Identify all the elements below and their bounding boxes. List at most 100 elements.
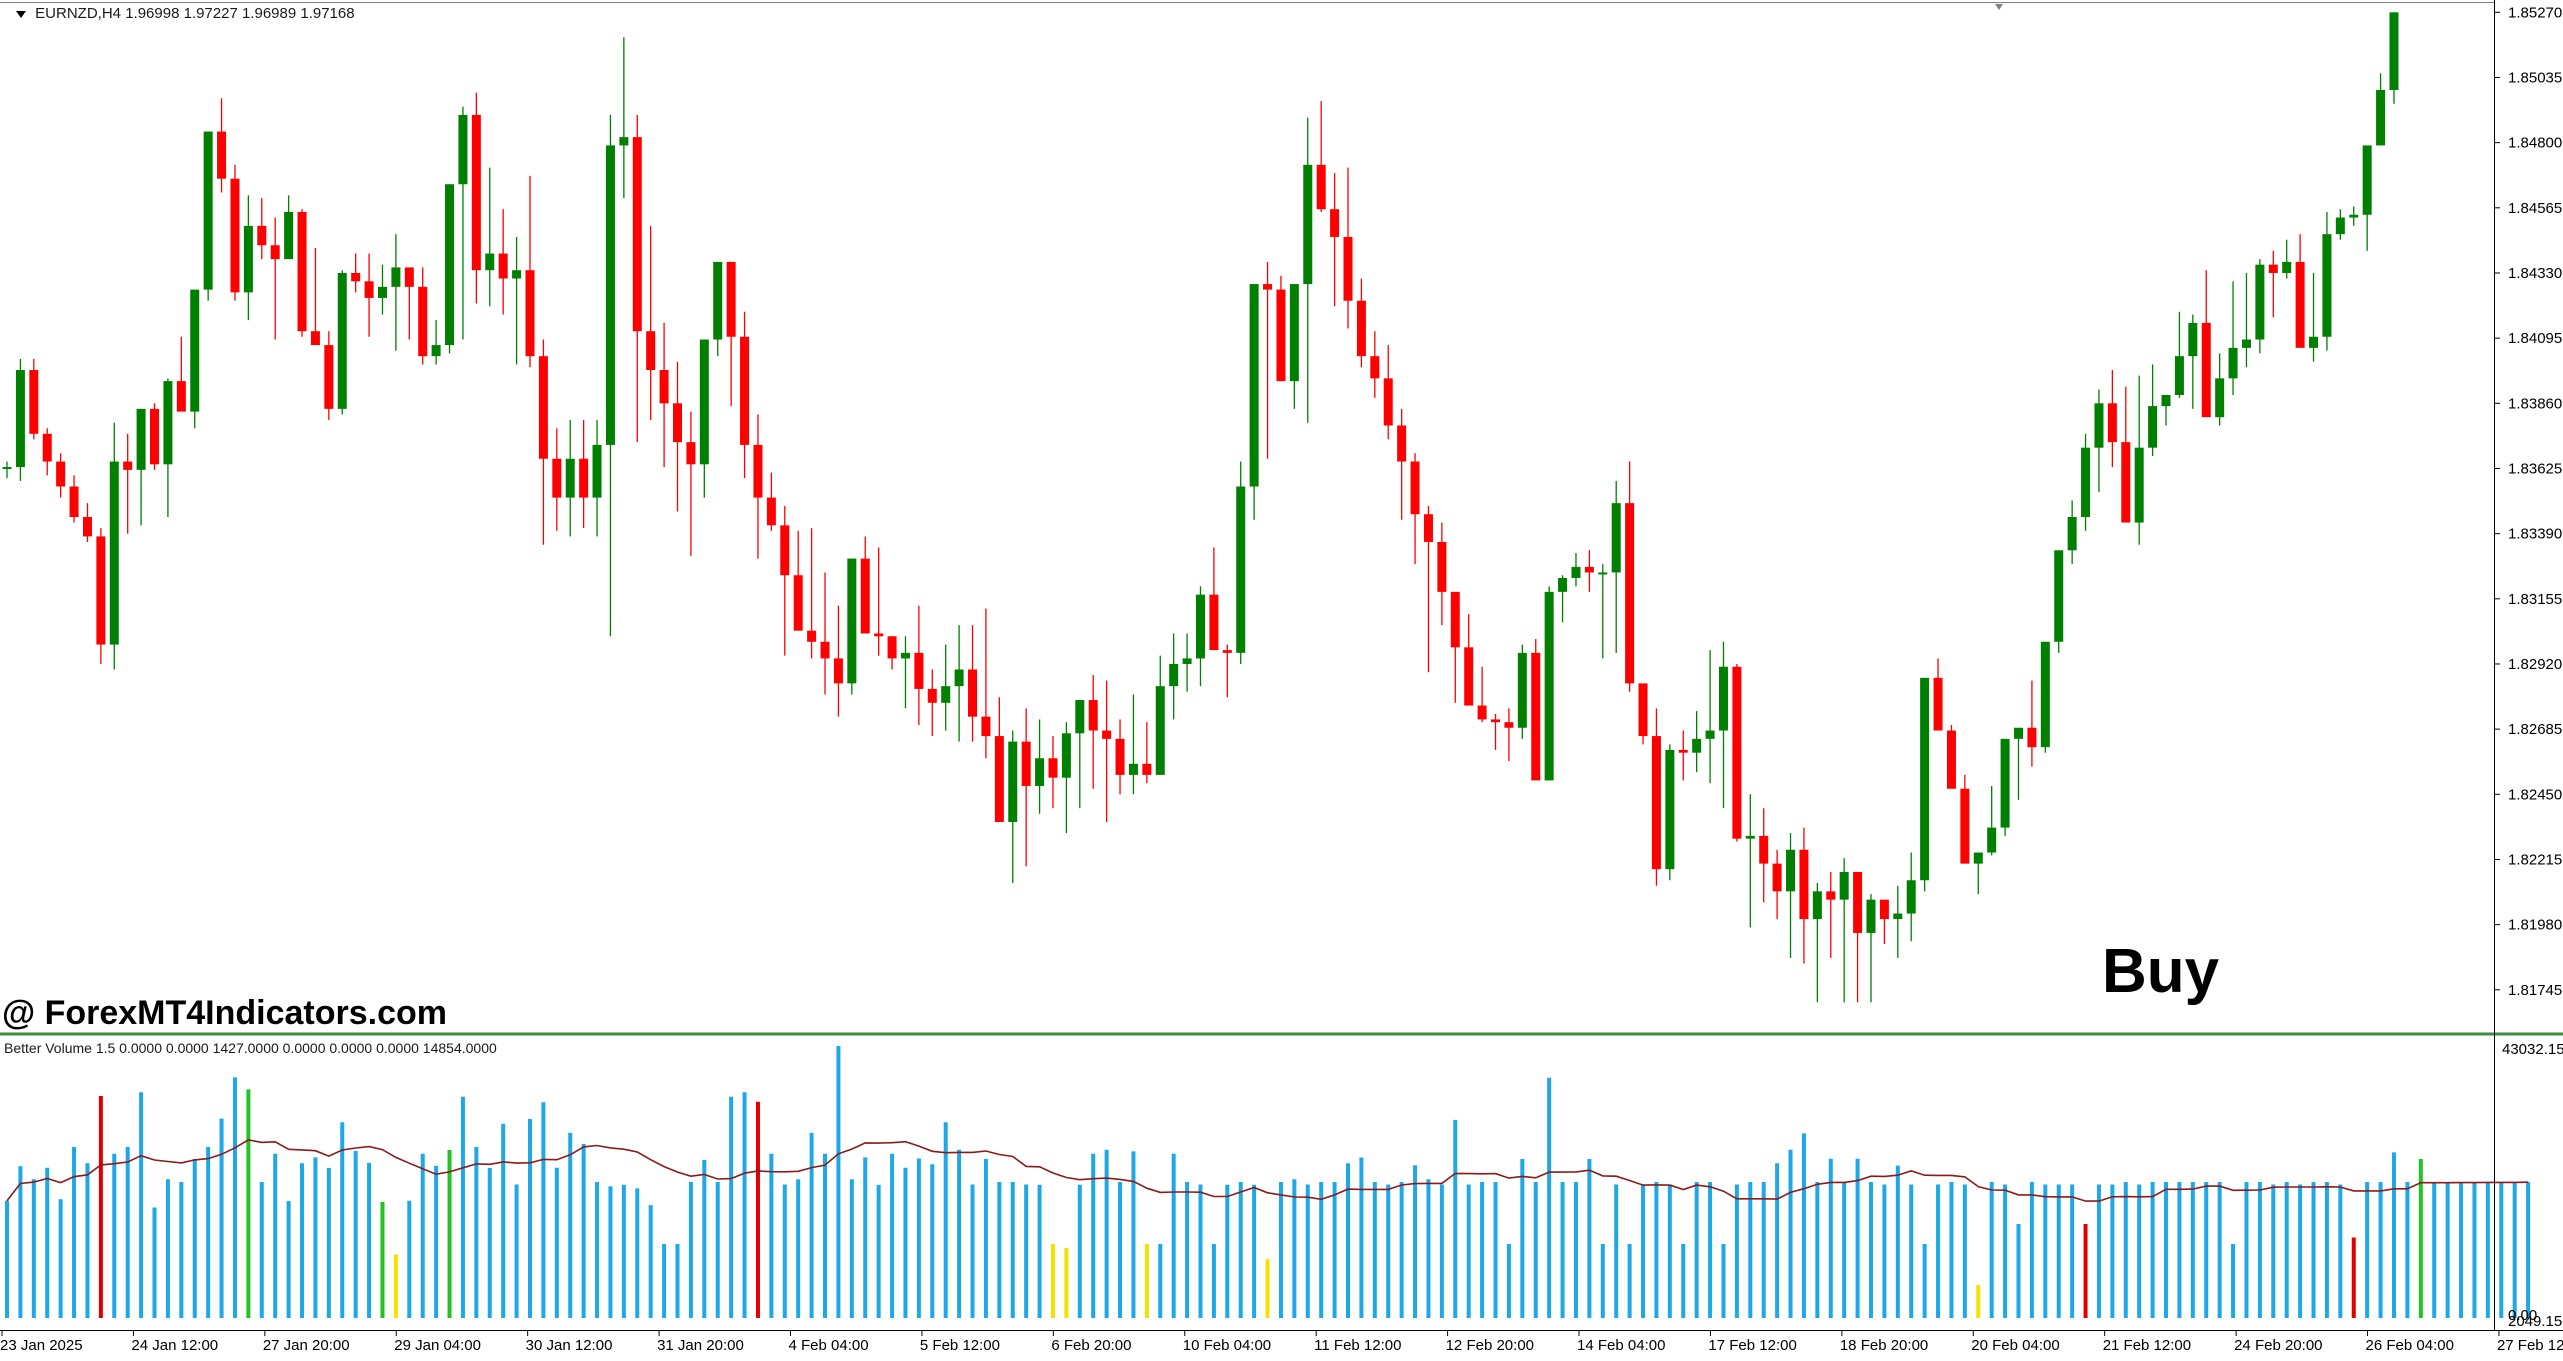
candle-body xyxy=(2148,406,2158,448)
candle-body xyxy=(2107,403,2117,443)
candle-body xyxy=(2134,447,2144,523)
candle-body xyxy=(619,137,629,146)
candle-body xyxy=(1222,650,1232,653)
candle xyxy=(1960,774,1970,864)
candle xyxy=(900,636,910,709)
date-tick-label: 24 Jan 12:00 xyxy=(131,1337,218,1354)
date-tick-label: 24 Feb 20:00 xyxy=(2234,1337,2322,1354)
candle-body xyxy=(1625,503,1635,684)
candle-body xyxy=(820,641,830,659)
candle-body xyxy=(1383,378,1393,426)
candle xyxy=(404,267,414,340)
candle-body xyxy=(2389,12,2399,90)
candle-body xyxy=(1155,686,1165,775)
candle-body xyxy=(740,336,750,445)
candle-body xyxy=(190,289,200,412)
candle xyxy=(1048,736,1058,809)
candle-body xyxy=(1035,758,1045,786)
candle xyxy=(659,322,669,468)
candle xyxy=(565,419,575,537)
candle xyxy=(874,547,884,656)
candle-body xyxy=(498,253,508,279)
candle-body xyxy=(860,558,870,634)
candle xyxy=(56,453,66,498)
candle xyxy=(2268,250,2278,318)
candle xyxy=(1638,683,1648,745)
candle xyxy=(927,669,937,737)
candle-body xyxy=(1263,284,1273,290)
candle xyxy=(217,98,227,193)
candle-body xyxy=(310,331,320,346)
candle xyxy=(2027,680,2037,767)
volume-scale-top: 43032.15 xyxy=(2502,1041,2563,1058)
candle xyxy=(941,644,951,731)
candle-body xyxy=(96,536,106,645)
candle xyxy=(136,408,146,526)
candle xyxy=(297,209,307,337)
candle-body xyxy=(1048,758,1058,778)
candle xyxy=(981,608,991,759)
candle xyxy=(2282,239,2292,279)
candle xyxy=(673,361,682,512)
candle-body xyxy=(713,261,723,340)
candle-body xyxy=(1799,849,1809,920)
candle-body xyxy=(538,356,548,459)
candle-body xyxy=(552,458,562,498)
candle xyxy=(1906,852,1916,942)
candle-body xyxy=(2161,394,2171,407)
candle xyxy=(833,605,843,717)
price-pane[interactable] xyxy=(2,12,2399,1003)
candle-body xyxy=(217,131,227,179)
candle xyxy=(793,530,803,631)
candle-body xyxy=(1343,236,1353,301)
candle-body xyxy=(2040,641,2050,748)
candle xyxy=(1142,722,1152,784)
candle-body xyxy=(136,408,146,470)
candle xyxy=(1437,522,1447,626)
date-tick-label: 4 Feb 04:00 xyxy=(789,1337,869,1354)
candle xyxy=(190,289,200,429)
candle xyxy=(1732,663,1742,842)
price-tick-label: 1.83155 xyxy=(2508,591,2562,608)
candle xyxy=(2161,394,2171,426)
candle xyxy=(1705,650,1715,784)
candle xyxy=(2309,272,2319,362)
candle-body xyxy=(1705,730,1715,739)
candle xyxy=(847,558,857,695)
candle-body xyxy=(1142,763,1152,775)
candle-body xyxy=(900,652,910,659)
candle xyxy=(914,605,924,725)
candle-body xyxy=(2000,738,2010,828)
candle xyxy=(2040,641,2050,753)
candle-body xyxy=(29,370,39,434)
volume-pane[interactable] xyxy=(5,1046,2531,1318)
date-tick-label: 10 Feb 04:00 xyxy=(1183,1337,1271,1354)
candle xyxy=(646,225,656,420)
candle xyxy=(310,248,320,346)
candle-body xyxy=(887,636,897,659)
candle-body xyxy=(954,669,964,687)
candle-body xyxy=(981,716,991,737)
candle xyxy=(1209,547,1219,651)
collapse-triangle-icon[interactable] xyxy=(16,10,26,18)
candle-body xyxy=(1504,722,1514,728)
candle xyxy=(1450,591,1460,703)
candle-body xyxy=(807,630,817,642)
candle-body xyxy=(2295,261,2305,348)
candle xyxy=(1571,553,1581,587)
candle xyxy=(2014,727,2023,800)
candle-body xyxy=(176,381,186,412)
candle xyxy=(1236,461,1246,664)
price-tick-label: 1.84330 xyxy=(2508,265,2562,282)
candle xyxy=(351,253,361,293)
candle-body xyxy=(1115,738,1125,775)
candle xyxy=(1477,666,1487,723)
candle xyxy=(552,428,562,531)
candle xyxy=(525,175,535,368)
candle xyxy=(2094,389,2104,493)
candle xyxy=(1383,345,1393,440)
candle-body xyxy=(1316,164,1326,210)
candle-body xyxy=(699,339,709,465)
